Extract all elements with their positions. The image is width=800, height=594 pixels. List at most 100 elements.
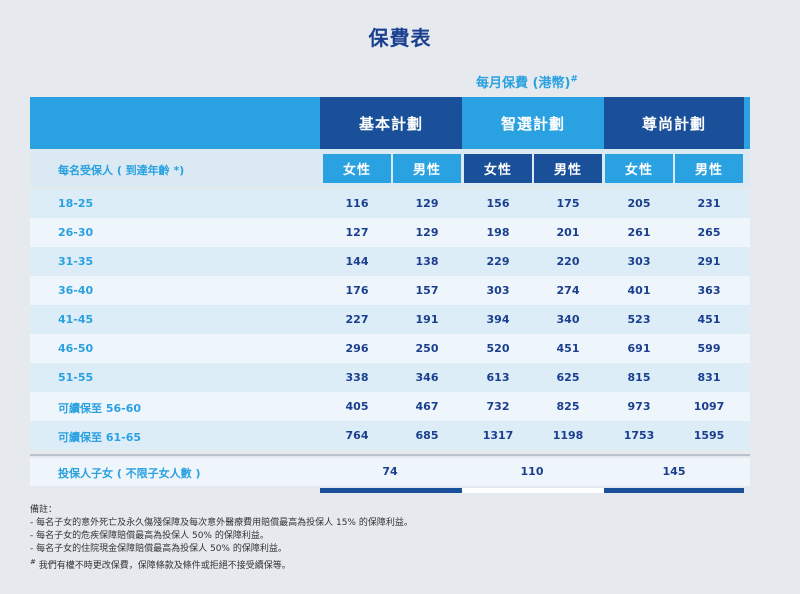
premium-cell: 231 — [697, 197, 721, 210]
notes-section: 備註： - 每名子女的意外死亡及永久傷殘保障及每次意外醫療費用賠償最高為投保人 … — [30, 504, 770, 573]
premium-cell: 394 — [486, 313, 510, 326]
table-row: 46-50 296 250 520 451 691 599 — [30, 334, 750, 363]
premium-cell: 973 — [627, 400, 651, 413]
table-row: 51-55 338 346 613 625 815 831 — [30, 363, 750, 392]
premium-cell: 129 — [415, 197, 439, 210]
notes-heading: 備註： — [30, 505, 58, 515]
premium-cell: 198 — [486, 226, 510, 239]
premium-cell: 1753 — [623, 429, 655, 442]
plan-header-smart: 智選計劃 — [462, 97, 604, 149]
age-band-label: 36-40 — [58, 284, 94, 297]
premium-cell: 229 — [486, 255, 510, 268]
premium-cell: 205 — [627, 197, 651, 210]
gender-smart-male: 男性 — [534, 154, 602, 183]
footnote-text: 我們有權不時更改保費，保障條款及條件或拒絕不接受續保等。 — [35, 561, 291, 571]
footnote-mark: # — [30, 558, 36, 566]
premium-cell: 467 — [415, 400, 439, 413]
premium-cell: 405 — [345, 400, 369, 413]
gender-basic-female: 女性 — [323, 154, 391, 183]
table-row: 可續保至 56-60 405 467 732 825 973 1097 — [30, 392, 750, 421]
premium-cell: 363 — [697, 284, 721, 297]
premium-cell: 261 — [627, 226, 651, 239]
premium-cell: 815 — [627, 371, 651, 384]
premium-cell: 338 — [345, 371, 369, 384]
age-band-label: 31-35 — [58, 255, 94, 268]
premium-cell: 116 — [345, 197, 369, 210]
premium-caption-mark: # — [570, 74, 578, 85]
premium-cell: 831 — [697, 371, 721, 384]
age-column-header: 每名受保人 ( 到達年齡 *) — [58, 164, 185, 177]
premium-caption-text: 每月保費 (港幣) — [476, 76, 571, 91]
premium-cell: 303 — [486, 284, 510, 297]
premium-cell: 451 — [556, 342, 580, 355]
premium-cell: 340 — [556, 313, 580, 326]
table-row: 26-30 127 129 198 201 261 265 — [30, 218, 750, 247]
gender-premier-female: 女性 — [605, 154, 673, 183]
age-band-label: 可續保至 56-60 — [58, 402, 142, 415]
note-line: - 每名子女的危疾保障賠償最高為投保人 50% 的保障利益。 — [30, 531, 269, 541]
table-row: 36-40 176 157 303 274 401 363 — [30, 276, 750, 305]
age-band-label: 46-50 — [58, 342, 94, 355]
plan-footer-bar-basic — [320, 488, 462, 493]
plan-header-premier: 尊尚計劃 — [604, 97, 744, 149]
premium-cell: 303 — [627, 255, 651, 268]
table-separator — [30, 454, 750, 456]
age-band-label: 41-45 — [58, 313, 94, 326]
premium-cell: 685 — [415, 429, 439, 442]
premium-cell: 220 — [556, 255, 580, 268]
premium-cell: 127 — [345, 226, 369, 239]
gender-basic-male: 男性 — [393, 154, 461, 183]
premium-cell: 346 — [415, 371, 439, 384]
premium-cell: 291 — [697, 255, 721, 268]
child-row-label: 投保人子女 ( 不限子女人數 ) — [58, 467, 201, 480]
premium-cell: 144 — [345, 255, 369, 268]
premium-cell: 691 — [627, 342, 651, 355]
footnote: # 我們有權不時更改保費，保障條款及條件或拒絕不接受續保等。 — [30, 556, 770, 573]
premium-cell: 191 — [415, 313, 439, 326]
table-row: 41-45 227 191 394 340 523 451 — [30, 305, 750, 334]
page-title: 保費表 — [368, 26, 432, 50]
premium-cell: 520 — [486, 342, 510, 355]
age-band-label: 18-25 — [58, 197, 94, 210]
premium-cell: 274 — [556, 284, 580, 297]
table-row: 31-35 144 138 229 220 303 291 — [30, 247, 750, 276]
premium-cell: 523 — [627, 313, 651, 326]
premium-cell: 451 — [697, 313, 721, 326]
premium-cell: 138 — [415, 255, 439, 268]
premium-cell: 1097 — [693, 400, 725, 413]
note-line: - 每名子女的意外死亡及永久傷殘保障及每次意外醫療費用賠償最高為投保人 15% … — [30, 518, 413, 528]
child-premium-premier: 145 — [662, 465, 686, 478]
premium-cell: 176 — [345, 284, 369, 297]
premium-cell: 227 — [345, 313, 369, 326]
premium-cell: 732 — [486, 400, 510, 413]
premium-cell: 296 — [345, 342, 369, 355]
child-premium-row: 投保人子女 ( 不限子女人數 ) 74 110 145 — [30, 458, 750, 486]
premium-cell: 599 — [697, 342, 721, 355]
premium-cell: 175 — [556, 197, 580, 210]
gender-smart-female: 女性 — [464, 154, 532, 183]
premium-cell: 1595 — [693, 429, 725, 442]
gender-premier-male: 男性 — [675, 154, 743, 183]
premium-cell: 157 — [415, 284, 439, 297]
child-premium-smart: 110 — [520, 465, 544, 478]
plan-header-basic: 基本計劃 — [320, 97, 462, 149]
premium-cell: 1198 — [552, 429, 584, 442]
premium-cell: 625 — [556, 371, 580, 384]
premium-cell: 129 — [415, 226, 439, 239]
premium-cell: 825 — [556, 400, 580, 413]
premium-cell: 1317 — [482, 429, 514, 442]
premium-cell: 764 — [345, 429, 369, 442]
age-band-label: 51-55 — [58, 371, 94, 384]
plan-footer-bar-premier — [604, 488, 744, 493]
note-line: - 每名子女的住院現金保障賠償最高為投保人 50% 的保障利益。 — [30, 544, 287, 554]
premium-cell: 401 — [627, 284, 651, 297]
table-row: 可續保至 61-65 764 685 1317 1198 1753 1595 — [30, 421, 750, 450]
premium-cell: 156 — [486, 197, 510, 210]
table-row: 18-25 116 129 156 175 205 231 — [30, 189, 750, 218]
premium-cell: 613 — [486, 371, 510, 384]
premium-cell: 201 — [556, 226, 580, 239]
plan-footer-bar-smart — [462, 488, 604, 493]
premium-cell: 265 — [697, 226, 721, 239]
age-band-label: 可續保至 61-65 — [58, 431, 142, 444]
premium-cell: 250 — [415, 342, 439, 355]
